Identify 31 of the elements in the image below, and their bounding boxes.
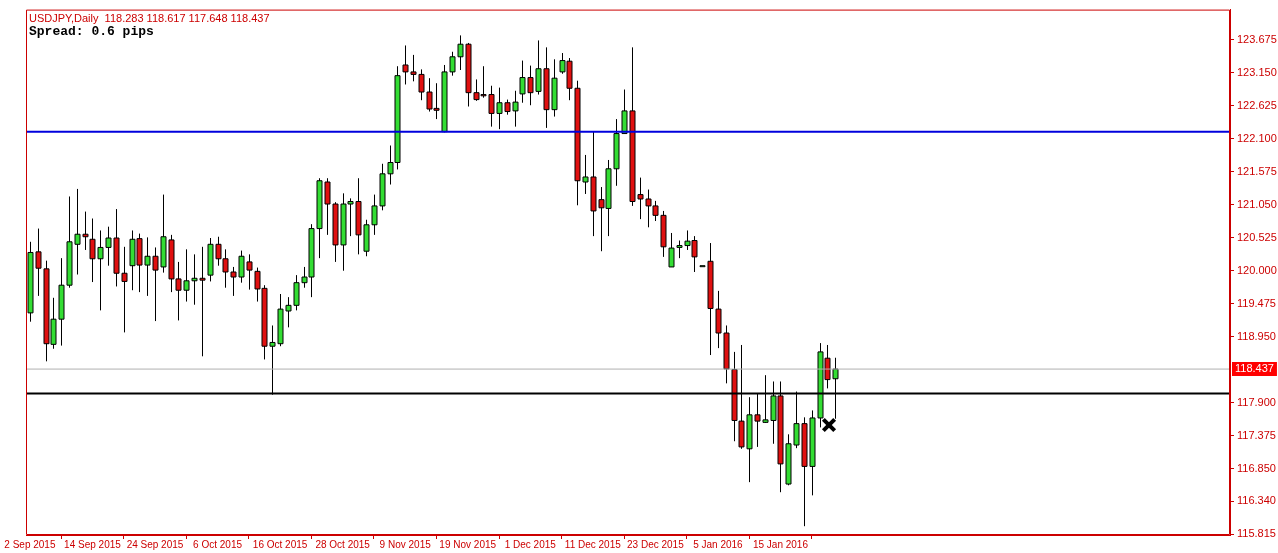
y-tick-label: 115.815 xyxy=(1237,527,1276,540)
x-tick-label: 24 Sep 2015 xyxy=(126,538,184,550)
y-tick-label: 122.100 xyxy=(1237,131,1277,144)
x-tick-label: 15 Jan 2016 xyxy=(752,538,809,550)
y-tick-label: 116.340 xyxy=(1237,494,1276,507)
text: Spread: 0.6 pips xyxy=(29,23,155,39)
x-tick-label: 1 Dec 2015 xyxy=(504,538,557,550)
x-tick-label: 16 Oct 2015 xyxy=(252,538,308,550)
y-tick-label: 123.150 xyxy=(1237,65,1277,78)
x-tick-label: 19 Nov 2015 xyxy=(439,538,497,550)
x-tick-label: 28 Oct 2015 xyxy=(315,538,371,550)
x-tick-label: 9 Nov 2015 xyxy=(379,538,432,550)
y-tick-label: 121.050 xyxy=(1237,197,1277,210)
x-tick-label: 14 Sep 2015 xyxy=(64,538,122,550)
y-tick-label: 119.475 xyxy=(1237,296,1276,309)
x-tick-label: 23 Dec 2015 xyxy=(627,538,685,550)
y-tick-label: 117.900 xyxy=(1237,395,1276,408)
y-tick-label: 117.375 xyxy=(1237,428,1276,441)
x-tick-label: 11 Dec 2015 xyxy=(564,538,622,550)
y-tick-label: 120.525 xyxy=(1237,230,1277,243)
y-tick-label: 123.675 xyxy=(1237,32,1277,45)
x-tick-label: 6 Oct 2015 xyxy=(193,538,243,550)
y-tick-label: 120.000 xyxy=(1237,263,1277,276)
y-tick-label: 118.950 xyxy=(1237,329,1276,342)
ref-line-label: 118.437 xyxy=(1235,362,1274,375)
y-tick-label: 121.575 xyxy=(1237,164,1277,177)
y-tick-label: 116.850 xyxy=(1237,461,1276,474)
chart-title: USDJPY,Daily 118.283 118.617 117.648 118.437 xyxy=(29,11,270,24)
x-tick-label: 5 Jan 2016 xyxy=(693,538,744,550)
x-tick-label: 2 Sep 2015 xyxy=(4,538,56,550)
y-tick-label: 122.625 xyxy=(1237,98,1277,111)
